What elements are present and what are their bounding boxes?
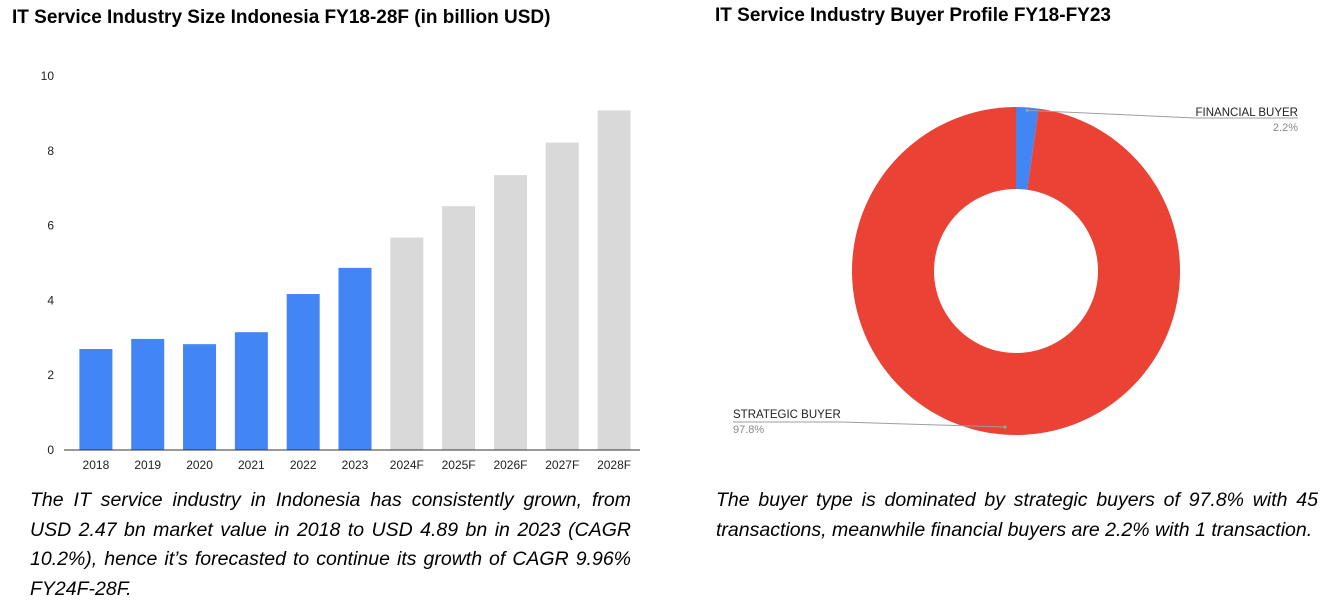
y-tick-label: 10: [41, 69, 55, 83]
x-tick-label: 2026F: [493, 458, 527, 472]
x-tick-label: 2024F: [390, 458, 424, 472]
pie-chart-title: IT Service Industry Buyer Profile FY18-F…: [715, 5, 1111, 26]
bar: [286, 294, 320, 450]
bar: [390, 237, 424, 450]
bar-chart-title: IT Service Industry Size Indonesia FY18-…: [12, 7, 551, 28]
slice-percent: 2.2%: [1273, 122, 1298, 134]
bar: [338, 267, 372, 450]
donut-slice: [852, 107, 1181, 436]
y-tick-label: 2: [47, 368, 54, 382]
donut-slice: [1016, 107, 1039, 190]
x-tick-label: 2027F: [545, 458, 579, 472]
bar: [597, 110, 631, 451]
bar: [545, 142, 579, 450]
x-tick-label: 2021: [238, 458, 265, 472]
y-tick-label: 0: [47, 443, 54, 457]
x-tick-label: 2028F: [597, 458, 631, 472]
x-tick-label: 2020: [186, 458, 213, 472]
y-tick-label: 6: [47, 219, 54, 233]
x-tick-label: 2025F: [442, 458, 476, 472]
bar-chart-caption: The IT service industry in Indonesia has…: [30, 489, 631, 600]
bar-chart: 0 2 4 6 8 10 2018 2019 2020 2021 2022 2023 2024F 2025…: [41, 69, 640, 472]
bar: [79, 349, 113, 450]
x-tick-label: 2023: [342, 458, 369, 472]
leader-line: [733, 421, 1006, 428]
y-tick-label: 4: [47, 293, 54, 307]
donut-chart: FINANCIAL BUYER 2.2% STRATEGIC BUYER 97.8%: [733, 107, 1298, 436]
bar: [183, 344, 217, 450]
slice-label: STRATEGIC BUYER: [733, 409, 841, 421]
x-tick-label: 2018: [83, 458, 110, 472]
bar: [493, 175, 527, 451]
bar: [234, 332, 268, 450]
bar: [442, 206, 476, 450]
donut-chart-caption: The buyer type is dominated by strategic…: [716, 489, 1318, 541]
leader-line: [1027, 109, 1298, 119]
y-tick-label: 8: [47, 144, 54, 158]
slice-label: FINANCIAL BUYER: [1196, 107, 1298, 119]
slice-percent: 97.8%: [733, 424, 764, 436]
x-tick-label: 2019: [134, 458, 161, 472]
x-tick-label: 2022: [290, 458, 317, 472]
bar: [131, 338, 165, 450]
